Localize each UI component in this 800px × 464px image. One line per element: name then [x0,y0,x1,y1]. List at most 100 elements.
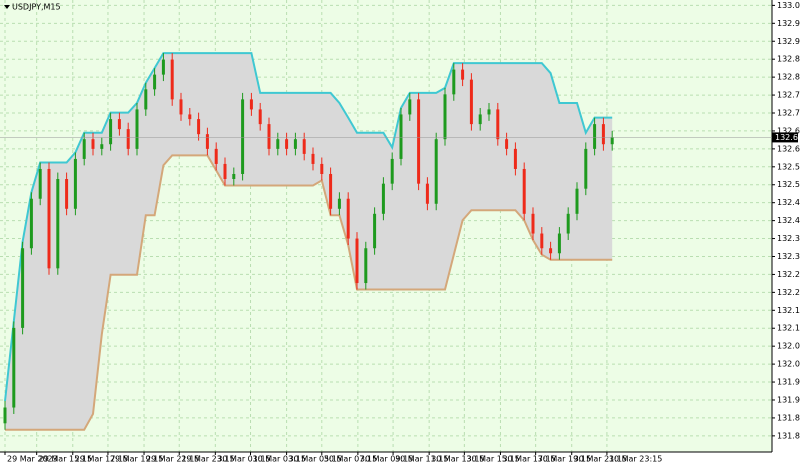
x-tick-label: 30 Mar 19:15 [538,455,591,464]
y-tick-label: 132.725 [777,109,800,118]
candle-body [214,148,218,164]
chart-title: USDJPY,M15 [12,3,61,12]
candle-body [557,233,561,254]
candle-body [276,139,280,149]
candle-body [452,69,456,95]
y-tick-label: 132.575 [777,162,800,171]
candle-body [531,213,535,234]
candle-body [47,168,51,269]
candle-body [329,173,333,209]
candle-body [126,129,130,149]
y-tick-label: 132.525 [777,180,800,189]
candle-body [496,109,500,140]
candle-body [417,99,421,184]
candle-body [56,179,60,269]
candle-body [285,139,289,149]
candle-body [293,139,297,149]
candle-body [584,148,588,189]
candle-body [390,158,394,184]
candle-body [408,99,412,115]
x-tick-label: 29 Mar 19:15 [110,455,163,464]
y-tick-label: 132.825 [777,73,800,82]
candle-body [540,233,544,249]
y-tick-label: 132.925 [777,37,800,46]
candle-body [249,99,253,110]
candle-body [522,168,526,214]
candle-body [135,109,139,149]
x-tick-label: 30 Mar 21:15 [574,455,627,464]
y-tick-label: 132.975 [777,19,800,28]
candle-body [425,183,429,204]
channel-fill [5,53,613,430]
y-tick-label: 132.325 [777,252,800,261]
y-tick-label: 132.425 [777,216,800,225]
y-tick-label: 132.225 [777,288,800,297]
x-tick-label: 29 Mar 2023 [7,455,58,464]
candle-body [469,79,473,125]
y-tick-label: 132.475 [777,198,800,207]
x-tick-label: 30 Mar 17:15 [502,455,555,464]
y-tick-label: 132.775 [777,91,800,100]
y-tick-label: 132.075 [777,342,800,351]
candle-body [320,163,324,174]
y-tick-label: 132.375 [777,234,800,243]
x-tick-label: 30 Mar 09:15 [360,455,413,464]
candle-body [65,179,69,209]
candle-body [337,198,341,209]
candle-body [302,139,306,154]
candle-body [513,148,517,169]
candle-body [161,59,165,75]
y-tick-label: 132.125 [777,324,800,333]
candle-body [355,238,359,284]
candle-body [21,248,25,328]
candle-body [205,134,209,149]
candle-body [381,183,385,214]
current-price-box [772,132,798,143]
candle-body [12,327,16,408]
candle-body [346,198,350,239]
y-tick-label: 131.925 [777,395,800,404]
y-tick-label: 132.275 [777,270,800,279]
candle-body [3,407,7,424]
candle-body [549,248,553,254]
x-tick-label: 29 Mar 23:15 [181,455,234,464]
candle-body [566,213,570,234]
symbol-arrow [4,5,10,9]
y-tick-label: 132.175 [777,306,800,315]
candle-body [478,114,482,125]
x-tick-label: 30 Mar 07:15 [324,455,377,464]
candle-body [144,89,148,110]
candle-body [232,173,236,180]
candle-body [267,124,271,149]
candle-body [153,74,157,90]
candle-body [258,109,262,125]
candle-body [610,137,614,145]
y-tick-label: 133.025 [777,1,800,10]
candle-body [311,153,315,164]
candle-body [73,158,77,209]
candle-body [241,99,245,174]
x-tick-label: 30 Mar 05:15 [289,455,342,464]
candle-body [117,119,121,130]
current-price-label: 132.657 [775,133,800,142]
candle-body [223,163,227,180]
y-tick-label: 132.625 [777,144,800,153]
x-tick-label: 29 Mar 15:15 [39,455,92,464]
candle-body [434,139,438,204]
candle-body [188,114,192,120]
candle-body [601,124,605,145]
x-tick-label: 30 Mar 03:15 [253,455,306,464]
candle-body [461,69,465,80]
candle-body [179,99,183,115]
candle-body [443,94,447,140]
x-tick-label: 29 Mar 21:15 [146,455,199,464]
y-tick-label: 131.975 [777,378,800,387]
x-tick-label: 30 Mar 15:15 [466,455,519,464]
candle-body [38,168,42,199]
y-tick-label: 131.825 [777,431,800,440]
candle-body [197,119,201,135]
candle-body [364,248,368,284]
candle-body [505,139,509,149]
candle-body [593,124,597,149]
